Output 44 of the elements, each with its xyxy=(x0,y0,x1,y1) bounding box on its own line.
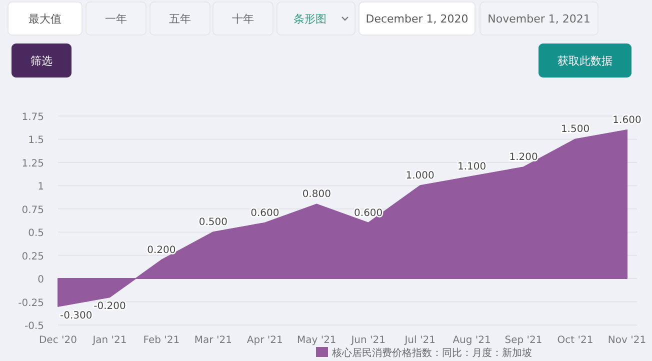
x-tick-label: Jan '21 xyxy=(92,335,127,346)
control: 一年 xyxy=(86,2,146,36)
control: 十年 xyxy=(212,2,274,36)
x-tick-label: Nov '21 xyxy=(608,335,646,346)
legend: 核心居民消费价格指数：同比：月度：新加坡 xyxy=(316,347,532,359)
y-tick-label: -0.25 xyxy=(18,298,44,309)
y-tick-label: 1.5 xyxy=(28,135,44,146)
data-label: -0.300 xyxy=(60,310,92,322)
control: December 1, 2020 xyxy=(358,2,476,36)
x-tick-label: Feb '21 xyxy=(143,335,180,346)
data-label: 1.200 xyxy=(509,152,538,164)
control: 条形图 xyxy=(276,2,356,36)
x-tick-label: Jul '21 xyxy=(404,335,436,346)
data-label: 0.500 xyxy=(198,217,228,228)
x-tick-label: Jun '21 xyxy=(350,335,386,346)
data-label: 1.600 xyxy=(612,114,642,126)
y-tick-label: 0.75 xyxy=(22,204,44,216)
control: 最大值 xyxy=(8,2,82,36)
control: 筛选 xyxy=(12,44,72,78)
x-tick-label: May '21 xyxy=(296,335,336,346)
data-label: 1.000 xyxy=(406,170,434,182)
x-tick-label: Apr '21 xyxy=(246,335,283,346)
y-tick-label: 0 xyxy=(38,274,44,286)
control: November 1, 2021 xyxy=(480,2,598,36)
x-tick-label: Oct '21 xyxy=(557,335,594,346)
y-tick-label: 1.75 xyxy=(22,112,44,123)
data-label: 0.800 xyxy=(302,189,331,200)
x-tick-label: Dec '20 xyxy=(38,335,78,346)
y-tick-label: 1 xyxy=(38,182,44,193)
x-tick-label: Sep '21 xyxy=(504,335,542,346)
data-label: 1.100 xyxy=(458,161,486,172)
x-tick-label: Aug '21 xyxy=(452,335,491,346)
data-label: 0.200 xyxy=(147,244,176,256)
data-label: 1.500 xyxy=(560,124,590,136)
control: 五年 xyxy=(150,2,210,36)
y-tick-label: 0.25 xyxy=(22,251,44,262)
data-label: -0.200 xyxy=(94,301,126,312)
data-label: 0.600 xyxy=(250,208,280,219)
control: 获取此数据 xyxy=(538,44,632,78)
y-tick-label: -0.5 xyxy=(24,321,44,332)
y-tick-label: 0.5 xyxy=(28,228,44,240)
x-tick-label: Mar '21 xyxy=(194,335,232,346)
y-tick-label: 1.25 xyxy=(22,158,44,170)
data-label: 0.600 xyxy=(354,208,383,219)
